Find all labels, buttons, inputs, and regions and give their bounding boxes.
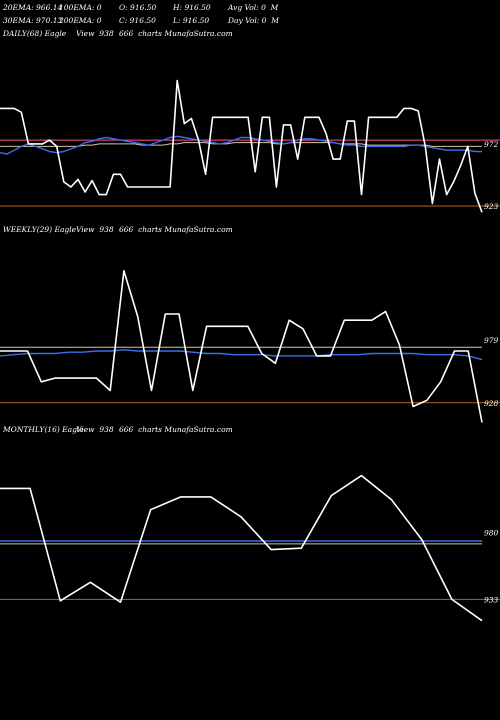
ema30-readout: 30EMA: 970.13 xyxy=(3,16,63,25)
daily-ema20-line xyxy=(0,135,482,155)
ema200-readout: 200EMA: 0 xyxy=(59,16,102,25)
weekly-tick-label-1: 928 xyxy=(484,399,499,408)
ema100-readout: 100EMA: 0 xyxy=(59,3,102,12)
weekly-tick-label-0: 979 xyxy=(484,336,499,345)
header-row-2: 30EMA: 970.13 200EMA: 0 C: 916.50 L: 916.50… xyxy=(3,16,279,25)
weekly-price-line xyxy=(0,269,483,423)
header-row-1: 20EMA: 966.14 100EMA: 0 O: 916.50 H: 916.50… xyxy=(3,3,278,12)
low-readout: L: 916.50 xyxy=(173,16,210,25)
weekly-ema20-line xyxy=(0,349,483,361)
ema20-readout: 20EMA: 966.14 xyxy=(3,3,63,12)
daily-price-line xyxy=(0,79,483,213)
daily-tick-label-1: 923 xyxy=(484,202,499,211)
close-readout: C: 916.50 xyxy=(119,16,156,25)
daily-ema30-line xyxy=(0,142,482,147)
high-readout: H: 916.50 xyxy=(173,3,211,12)
daily-label: DAILY(68) Eagle View 938 666 charts Munafa… xyxy=(3,29,233,38)
monthly-price-line xyxy=(0,474,483,622)
monthly-label: MONTHLY(16) Eagle View 938 666 charts Muna… xyxy=(3,425,233,434)
monthly-tick-label-0: 980 xyxy=(484,529,499,538)
daily-tick-label-0: 972 xyxy=(484,140,499,149)
open-readout: O: 916.50 xyxy=(119,3,157,12)
weekly-label: WEEKLY(29) Eagle View 938 666 charts Munaf… xyxy=(3,225,233,234)
day-vol-readout: Day Vol: 0 M xyxy=(228,16,279,25)
monthly-tick-label-1: 933 xyxy=(484,595,499,604)
avg-vol-readout: Avg Vol: 0 M xyxy=(228,3,279,12)
